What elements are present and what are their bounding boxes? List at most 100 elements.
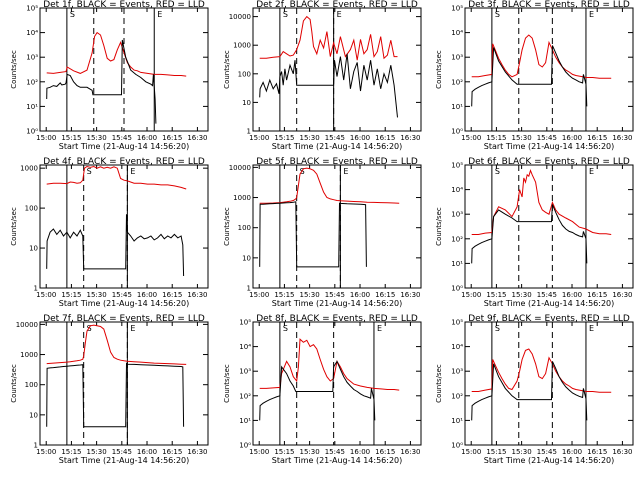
interval-marker: S <box>70 10 75 19</box>
x-tick-label: 15:15 <box>61 134 81 142</box>
y-tick-label: 10 <box>29 411 38 419</box>
x-tick-label: 15:00 <box>36 291 56 299</box>
x-tick-label: 16:15 <box>162 291 182 299</box>
x-tick-label: 16:15 <box>375 291 395 299</box>
x-tick-label: 15:30 <box>87 134 107 142</box>
y-tick-label: 10¹ <box>26 103 38 111</box>
x-tick-label: 16:30 <box>187 448 207 456</box>
x-axis-label: Start Time (21-Aug-14 14:56:20) <box>484 299 615 308</box>
y-tick-label: 1 <box>247 285 251 293</box>
y-tick-label: 10000 <box>16 321 38 329</box>
series-line-lld <box>46 324 187 365</box>
y-tick-label: 10⁴ <box>26 29 38 37</box>
series-line-lld <box>259 15 398 61</box>
y-tick-label: 10³ <box>239 368 251 376</box>
x-tick-label: 15:45 <box>112 134 132 142</box>
plot-frame <box>39 321 209 446</box>
y-axis-label: Counts/sec <box>10 50 18 89</box>
x-tick-label: 15:00 <box>36 134 56 142</box>
x-axis-label: Start Time (21-Aug-14 14:56:20) <box>59 142 190 151</box>
x-tick-label: 15:45 <box>537 291 557 299</box>
x-tick-label: 16:15 <box>162 448 182 456</box>
x-tick-label: 15:15 <box>274 448 294 456</box>
x-tick-label: 16:00 <box>350 291 370 299</box>
plot-frame <box>252 7 422 132</box>
x-axis-label: Start Time (21-Aug-14 14:56:20) <box>484 142 615 151</box>
x-tick-label: 15:45 <box>537 134 557 142</box>
plot-frame <box>464 164 634 289</box>
series-line-lld <box>471 348 612 393</box>
interval-marker: S <box>495 10 500 19</box>
x-tick-label: 15:15 <box>61 291 81 299</box>
interval-marker: E <box>589 167 594 176</box>
interval-marker: E <box>157 10 162 19</box>
x-tick-label: 15:30 <box>300 448 320 456</box>
x-tick-label: 16:30 <box>187 291 207 299</box>
series-line-events <box>259 53 398 118</box>
x-tick-label: 15:00 <box>249 291 269 299</box>
interval-marker: E <box>377 324 382 333</box>
y-tick-label: 10¹ <box>451 417 463 425</box>
interval-marker: E <box>337 10 342 19</box>
y-tick-label: 10⁵ <box>451 5 463 13</box>
x-tick-label: 15:15 <box>274 134 294 142</box>
panel-title: Det 5f, BLACK = Events, RED = LLD <box>256 157 418 167</box>
interval-marker: E <box>130 167 135 176</box>
plot-frame <box>252 164 422 289</box>
y-tick-label: 1 <box>247 128 251 136</box>
x-tick-label: 16:30 <box>612 448 632 456</box>
y-tick-label: 10⁰ <box>26 128 38 136</box>
x-tick-label: 15:00 <box>461 291 481 299</box>
x-tick-label: 16:30 <box>612 134 632 142</box>
y-axis-label: Counts/sec <box>223 364 231 403</box>
x-tick-label: 15:45 <box>112 291 132 299</box>
y-axis-label: Counts/sec <box>223 50 231 89</box>
series-line-lld <box>259 167 400 204</box>
y-tick-label: 10³ <box>26 54 38 62</box>
x-tick-label: 15:30 <box>512 448 532 456</box>
y-tick-label: 10 <box>242 99 251 107</box>
series-line-lld <box>471 168 612 235</box>
series-line-lld <box>259 338 400 391</box>
interval-marker: S <box>495 324 500 333</box>
series-line-events <box>259 360 376 421</box>
plot-frame <box>252 321 422 446</box>
interval-marker: E <box>130 324 135 333</box>
interval-marker: S <box>495 167 500 176</box>
y-tick-label: 10² <box>239 392 251 400</box>
x-tick-label: 16:00 <box>350 134 370 142</box>
y-axis-label: Counts/sec <box>10 207 18 246</box>
x-tick-label: 16:00 <box>137 291 157 299</box>
x-tick-label: 16:00 <box>562 291 582 299</box>
y-tick-label: 1 <box>34 442 38 450</box>
y-axis-label: Counts/sec <box>435 364 443 403</box>
y-tick-label: 10000 <box>229 164 251 172</box>
panel-title: Det 4f, BLACK = Events, RED = LLD <box>43 157 205 167</box>
series-line-lld <box>46 165 187 190</box>
x-tick-label: 16:30 <box>400 134 420 142</box>
panel-title: Det 7f, BLACK = Events, RED = LLD <box>43 314 205 324</box>
series-line-lld <box>471 34 612 79</box>
y-tick-label: 10⁰ <box>451 442 463 450</box>
x-tick-label: 15:15 <box>486 134 506 142</box>
x-tick-label: 15:45 <box>325 448 345 456</box>
x-axis-label: Start Time (21-Aug-14 14:56:20) <box>272 299 403 308</box>
x-tick-label: 15:30 <box>512 291 532 299</box>
x-tick-label: 15:15 <box>61 448 81 456</box>
y-axis-label: Counts/sec <box>223 207 231 246</box>
x-tick-label: 15:00 <box>36 448 56 456</box>
y-tick-label: 10⁰ <box>451 128 463 136</box>
y-tick-label: 10000 <box>229 13 251 21</box>
x-axis-label: Start Time (21-Aug-14 14:56:20) <box>59 456 190 465</box>
y-tick-label: 10 <box>242 254 251 262</box>
x-tick-label: 15:00 <box>249 448 269 456</box>
x-tick-label: 16:30 <box>400 291 420 299</box>
x-tick-label: 15:15 <box>486 448 506 456</box>
